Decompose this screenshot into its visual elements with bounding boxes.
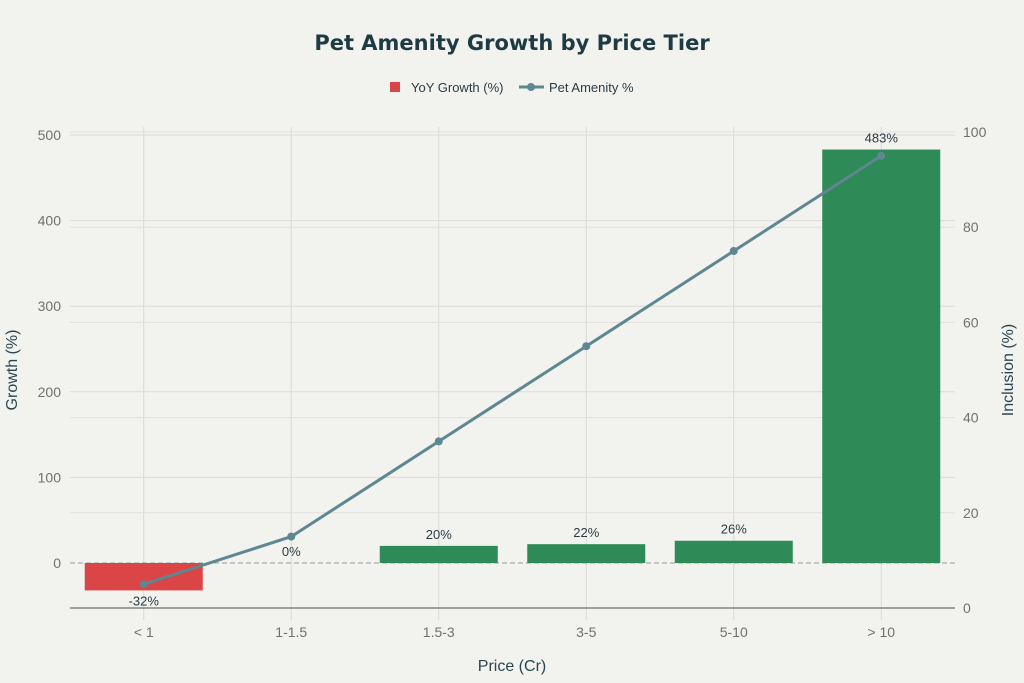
bar-data-label: 483% <box>865 131 899 146</box>
tick-labels: 0 100 200 300 400 500 0 20 40 60 80 100 < 1 1-1.5 1.5-… <box>38 124 987 640</box>
legend: YoY Growth (%) Pet Amenity % <box>390 80 634 95</box>
y-right-tick-label: 20 <box>963 505 979 521</box>
y-left-tick-label: 500 <box>38 127 62 143</box>
bar-data-label: 0% <box>282 544 301 559</box>
bar <box>379 545 498 563</box>
line-marker <box>729 247 738 255</box>
line-marker <box>287 532 296 541</box>
x-tick-label: 1.5-3 <box>423 624 455 640</box>
y-right-tick-label: 60 <box>963 314 979 330</box>
bar-data-label: 20% <box>426 527 452 542</box>
x-tick-label: < 1 <box>134 624 154 640</box>
bar <box>822 149 941 563</box>
line-marker <box>582 342 591 351</box>
y-left-tick-label: 200 <box>38 384 62 400</box>
legend-swatch-growth <box>390 82 400 92</box>
y-axis-left-title: Growth (%) <box>4 330 21 411</box>
bar-data-label: 22% <box>573 525 599 540</box>
x-tick-label: 3-5 <box>576 624 596 640</box>
y-right-tick-label: 100 <box>963 124 987 140</box>
data-labels: -32% 0% 20% 22% 26% 483% <box>129 131 899 609</box>
x-tick-label: 5-10 <box>720 624 748 640</box>
line-marker <box>139 580 148 589</box>
y-axis-right-title: Inclusion (%) <box>1000 324 1017 416</box>
bars <box>84 149 941 591</box>
line-marker <box>434 437 443 446</box>
bar <box>527 544 646 563</box>
line-path <box>143 154 883 586</box>
line-marker <box>877 151 886 160</box>
y-left-tick-label: 100 <box>38 469 62 485</box>
y-left-tick-label: 300 <box>38 298 62 314</box>
legend-label-amenity: Pet Amenity % <box>549 80 634 95</box>
x-tick-label: > 10 <box>867 624 895 640</box>
y-right-tick-label: 40 <box>963 410 979 426</box>
gridlines <box>70 127 955 620</box>
y-left-tick-label: 400 <box>38 213 62 229</box>
x-tick-label: 1-1.5 <box>275 624 307 640</box>
y-left-tick-label: 0 <box>53 555 61 571</box>
x-axis-title: Price (Cr) <box>478 658 546 675</box>
chart-title: Pet Amenity Growth by Price Tier <box>314 31 710 55</box>
bar-data-label: -32% <box>129 593 160 608</box>
legend-label-growth: YoY Growth (%) <box>411 80 504 95</box>
line-series <box>139 151 886 589</box>
bar-data-label: 26% <box>721 522 747 537</box>
bar <box>674 540 793 563</box>
y-right-tick-label: 80 <box>963 219 979 235</box>
y-right-tick-label: 0 <box>963 600 971 616</box>
legend-swatch-marker <box>527 83 535 91</box>
